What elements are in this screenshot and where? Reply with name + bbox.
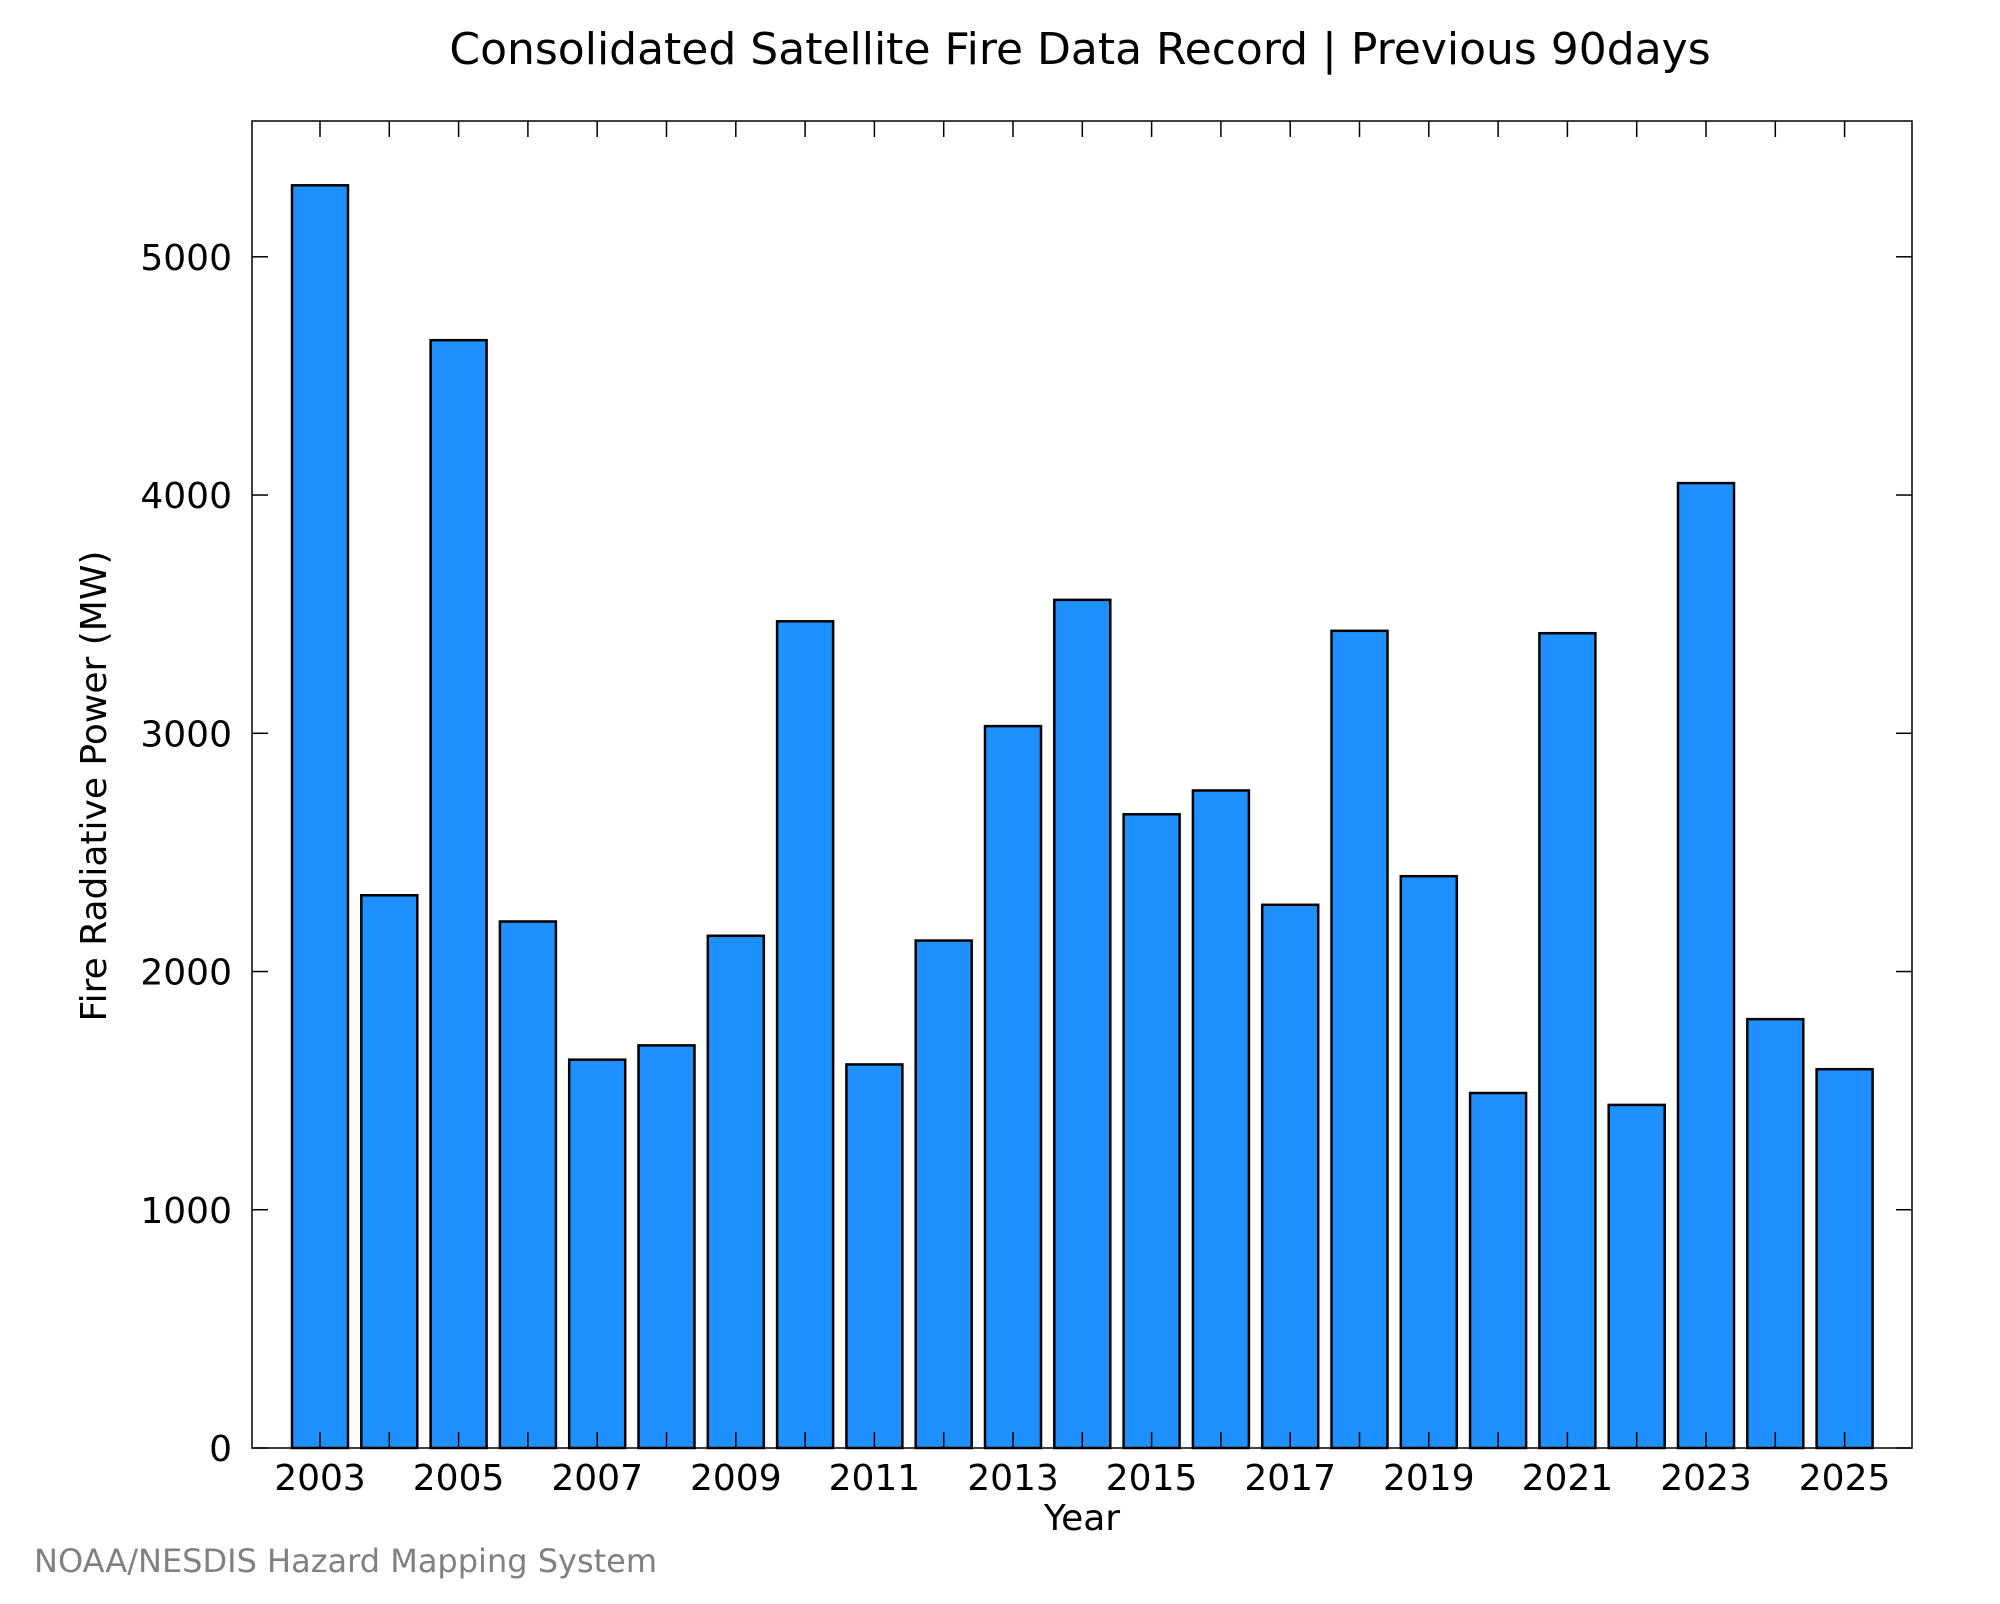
x-tick-label-2025: 2025 bbox=[1799, 1458, 1891, 1499]
bar-2003 bbox=[290, 184, 350, 1450]
x-tick-label-2015: 2015 bbox=[1106, 1458, 1198, 1499]
x-tick-label-2013: 2013 bbox=[967, 1458, 1059, 1499]
x-axis: 2003 2005 2007 2009 2011 2013 2015 2017 2019 2021… bbox=[274, 121, 1890, 1499]
x-tick-label-2021: 2021 bbox=[1522, 1458, 1614, 1499]
bar-2012 bbox=[914, 939, 973, 1450]
bar-2004 bbox=[360, 894, 419, 1450]
bar-2019 bbox=[1399, 874, 1459, 1450]
x-tick-label-2009: 2009 bbox=[690, 1458, 782, 1499]
x-axis-label: Year bbox=[1043, 1498, 1120, 1539]
bar-2022 bbox=[1607, 1103, 1666, 1450]
bar-2014 bbox=[1053, 598, 1112, 1450]
bar-2005 bbox=[429, 338, 488, 1450]
bar-2024 bbox=[1746, 1017, 1805, 1450]
y-axis-label: Fire Radiative Power (MW) bbox=[74, 551, 115, 1022]
y-tick-label-2000: 2000 bbox=[140, 953, 232, 994]
x-tick-label-2019: 2019 bbox=[1383, 1458, 1475, 1499]
bar-2009 bbox=[706, 934, 766, 1450]
bar-2011 bbox=[845, 1063, 904, 1450]
y-tick-label-0: 0 bbox=[209, 1429, 232, 1470]
y-axis: 0 1000 2000 3000 4000 5000 bbox=[140, 238, 1912, 1470]
bar-2013 bbox=[983, 724, 1043, 1450]
y-tick-label-4000: 4000 bbox=[140, 476, 232, 517]
bar-2008 bbox=[637, 1044, 696, 1450]
bar-2010 bbox=[775, 620, 835, 1450]
chart-title: Consolidated Satellite Fire Data Record … bbox=[449, 24, 1710, 75]
bar-2016 bbox=[1191, 789, 1251, 1450]
x-tick-label-2003: 2003 bbox=[274, 1458, 366, 1499]
bar-2020 bbox=[1468, 1091, 1528, 1450]
x-tick-label-2023: 2023 bbox=[1660, 1458, 1752, 1499]
x-tick-label-2005: 2005 bbox=[413, 1458, 505, 1499]
bar-2017 bbox=[1260, 903, 1320, 1450]
source-credit: NOAA/NESDIS Hazard Mapping System bbox=[34, 1542, 657, 1580]
y-tick-label-3000: 3000 bbox=[140, 714, 232, 755]
bar-2015 bbox=[1122, 813, 1181, 1450]
x-tick-label-2007: 2007 bbox=[551, 1458, 643, 1499]
bar-2006 bbox=[498, 920, 558, 1450]
bar-2021 bbox=[1538, 631, 1597, 1450]
y-tick-label-5000: 5000 bbox=[140, 238, 232, 279]
bar-2023 bbox=[1676, 481, 1736, 1450]
bar-2018 bbox=[1330, 629, 1389, 1450]
x-tick-label-2017: 2017 bbox=[1244, 1458, 1336, 1499]
bars-layer bbox=[290, 184, 1874, 1450]
bar-2007 bbox=[567, 1058, 627, 1450]
y-tick-label-1000: 1000 bbox=[140, 1191, 232, 1232]
x-tick-label-2011: 2011 bbox=[829, 1458, 921, 1499]
bar-2025 bbox=[1815, 1067, 1874, 1450]
